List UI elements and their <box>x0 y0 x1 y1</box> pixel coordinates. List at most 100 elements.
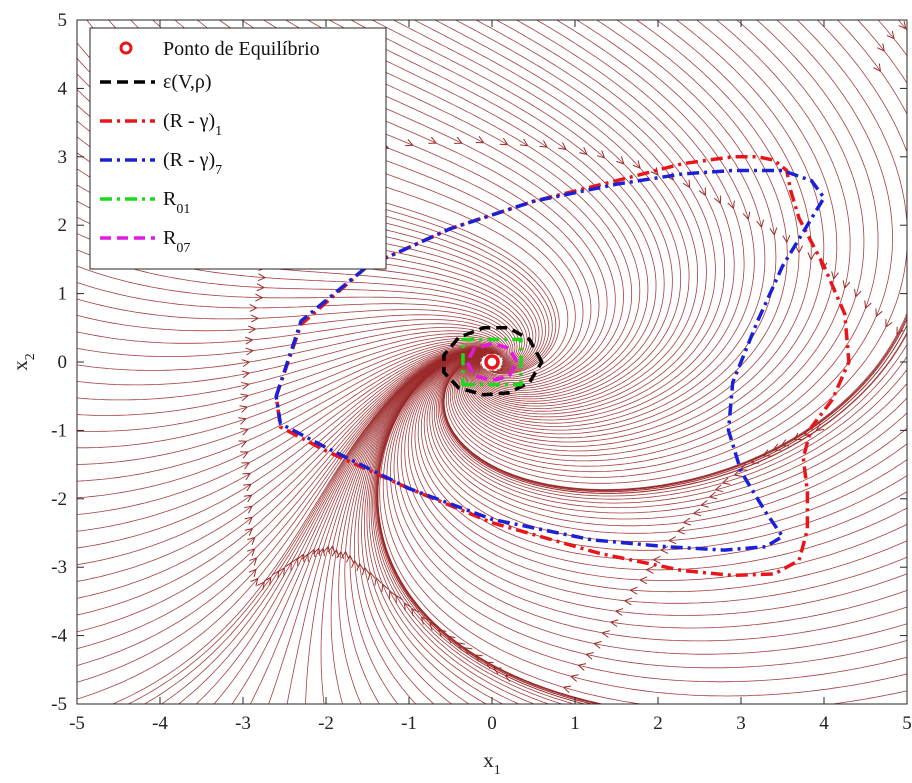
streamline <box>414 353 907 581</box>
streamline-arrow <box>727 200 735 209</box>
streamline-arrow <box>411 608 419 617</box>
streamline-arrow <box>341 551 350 559</box>
streamline <box>443 20 907 490</box>
series-line-R07 <box>465 341 519 383</box>
streamline-arrow <box>815 423 825 431</box>
streamline-arrow <box>485 661 494 670</box>
streamline <box>470 20 716 415</box>
y-tick-label: -1 <box>51 420 67 441</box>
streamline <box>286 350 492 704</box>
streamline-arrow <box>504 674 514 682</box>
streamline <box>77 344 500 515</box>
streamline <box>77 349 495 683</box>
streamline-arrow <box>713 195 722 204</box>
streamline-arrow <box>570 674 579 682</box>
streamline <box>386 351 907 683</box>
streamline <box>445 20 907 484</box>
streamline-arrow <box>756 219 765 228</box>
streamline-arrow <box>585 651 594 660</box>
streamline-arrow <box>241 381 250 390</box>
streamline-arrow <box>249 557 258 566</box>
streamline-arrow <box>742 211 751 220</box>
x-tick-label: 2 <box>653 713 663 734</box>
streamline-arrow <box>698 187 706 196</box>
streamline-arrow <box>239 405 248 413</box>
x-tick-label: -3 <box>235 713 251 734</box>
legend-label: (R - γ)1 <box>163 110 222 139</box>
streamline <box>437 354 907 509</box>
x-tick-label: -5 <box>69 713 85 734</box>
streamline-arrow <box>615 608 624 616</box>
streamline <box>458 20 812 447</box>
streamline <box>77 347 498 582</box>
streamline-arrow <box>639 576 648 585</box>
x-tick-label: 4 <box>819 713 829 734</box>
legend-label: R01 <box>163 188 190 217</box>
streamline-arrow <box>593 641 602 649</box>
legend-label: ε(V,ρ) <box>163 71 212 93</box>
streamline <box>442 324 907 492</box>
streamline-arrow <box>886 30 895 40</box>
streamline <box>440 355 907 500</box>
equilibrium-point-marker <box>484 354 500 370</box>
streamline-arrow <box>367 571 376 581</box>
streamline <box>447 20 893 478</box>
streamline-arrow <box>579 147 588 155</box>
streamline-arrow <box>238 417 247 425</box>
streamline-arrow <box>909 9 912 19</box>
streamline-arrow <box>722 477 731 485</box>
streamline-arrow <box>624 597 633 606</box>
y-tick-label: -5 <box>51 694 67 715</box>
streamline <box>379 351 907 704</box>
streamline <box>77 348 497 633</box>
series-layer <box>274 155 851 578</box>
x-tick-label: 5 <box>902 713 912 734</box>
streamline-arrow <box>249 304 257 312</box>
streamline <box>350 20 665 400</box>
streamline <box>433 354 907 520</box>
streamline-arrow <box>864 300 872 309</box>
series-line-R7 <box>274 168 826 552</box>
y-tick-label: 0 <box>58 352 68 373</box>
streamline <box>268 350 494 704</box>
streamline-arrow <box>245 336 253 345</box>
streamline-arrow <box>361 567 370 576</box>
streamline-arrow <box>896 326 904 336</box>
y-tick-label: 2 <box>58 215 68 236</box>
streamline-arrow <box>248 568 257 578</box>
streamline-arrow <box>877 43 885 52</box>
streamline-arrow <box>715 484 724 493</box>
y-tick-label: -4 <box>51 626 67 647</box>
streamline-arrow <box>241 359 250 368</box>
streamline-arrow <box>405 139 414 147</box>
streamline-arrow <box>898 21 907 30</box>
streamline-arrow <box>351 560 359 568</box>
streamline <box>77 323 509 364</box>
streamline-arrow <box>243 494 253 503</box>
streamline <box>441 343 907 497</box>
streamline-arrow <box>345 555 354 563</box>
streamline-arrow <box>244 516 253 525</box>
streamline <box>453 20 851 462</box>
streamline-arrow <box>682 179 691 188</box>
streamline <box>393 352 907 655</box>
streamline-arrow <box>630 586 638 595</box>
streamline <box>77 330 506 386</box>
streamline-arrow <box>807 252 816 260</box>
streamline-arrow <box>336 551 345 560</box>
streamline <box>390 351 907 669</box>
y-tick-label: 1 <box>58 284 68 305</box>
y-tick-label: 4 <box>58 78 68 99</box>
streamline <box>400 352 907 629</box>
streamline <box>77 341 502 465</box>
series-line-R01 <box>461 337 523 387</box>
streamline <box>466 20 755 427</box>
streamline <box>434 20 698 409</box>
streamline-arrow <box>558 142 567 150</box>
streamline-arrow <box>277 567 285 576</box>
streamline <box>376 351 587 704</box>
streamline <box>349 350 494 704</box>
x-tick-label: -2 <box>318 713 334 734</box>
streamline <box>449 20 879 473</box>
